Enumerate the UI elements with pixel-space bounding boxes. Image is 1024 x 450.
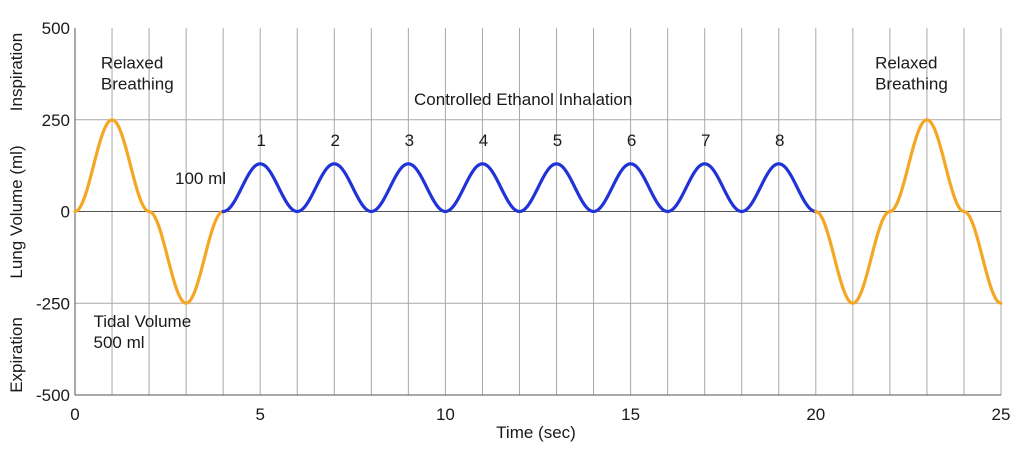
- cycle-label: 6: [627, 131, 636, 150]
- cycle-label: 8: [775, 131, 784, 150]
- cycle-label: 4: [479, 131, 488, 150]
- y-tick-label: -250: [36, 294, 70, 313]
- x-axis-label: Time (sec): [496, 423, 576, 442]
- cycle-label: 1: [256, 131, 265, 150]
- y-axis-label-bottom: Expiration: [7, 317, 26, 393]
- y-tick-label: 500: [42, 19, 70, 38]
- annotation-relaxed-left: Breathing: [101, 74, 174, 93]
- annotation-tidal: Tidal Volume: [94, 312, 192, 331]
- y-tick-label: -500: [36, 386, 70, 405]
- series-line-3: [814, 118, 1003, 305]
- annotation-hundred-ml: 100 ml: [175, 169, 226, 188]
- series-line-1: [73, 118, 225, 305]
- cycle-label: 3: [405, 131, 414, 150]
- x-tick-label: 20: [806, 405, 825, 424]
- x-tick-label: 25: [992, 405, 1011, 424]
- y-tick-label: 250: [42, 111, 70, 130]
- annotation-relaxed-left: Relaxed: [101, 53, 163, 72]
- annotation-relaxed-right: Breathing: [875, 74, 948, 93]
- y-tick-label: 0: [61, 203, 70, 222]
- x-tick-label: 5: [255, 405, 264, 424]
- annotation-controlled: Controlled Ethanol Inhalation: [414, 90, 632, 109]
- cycle-label: 7: [701, 131, 710, 150]
- annotation-tidal: 500 ml: [94, 333, 145, 352]
- annotation-relaxed-right: Relaxed: [875, 53, 937, 72]
- cycle-label: 2: [331, 131, 340, 150]
- y-axis-label: Lung Volume (ml): [7, 145, 26, 278]
- x-tick-label: 0: [70, 405, 79, 424]
- cycle-label: 5: [553, 131, 562, 150]
- y-axis-label-top: Inspiration: [7, 33, 26, 111]
- x-tick-label: 10: [436, 405, 455, 424]
- x-tick-label: 15: [621, 405, 640, 424]
- series-line-2: [221, 162, 818, 214]
